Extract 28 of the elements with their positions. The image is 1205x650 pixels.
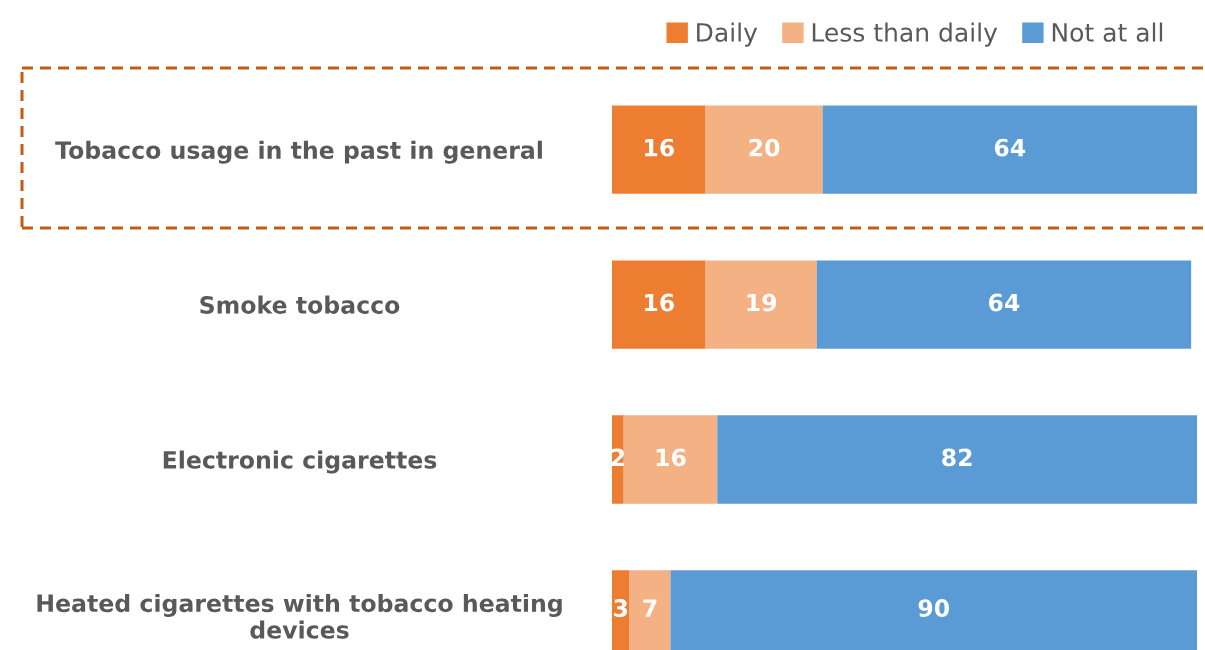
legend-label: Not at all — [1052, 22, 1163, 42]
bar — [612, 105, 706, 194]
data-label: 64 — [988, 293, 1020, 312]
data-label: 2 — [611, 448, 625, 466]
bar — [717, 415, 1197, 504]
legend-label: Daily — [697, 22, 758, 47]
data-label: 16 — [645, 138, 674, 157]
y-tick-label: Smoke tobacco — [200, 295, 400, 314]
data-label: 90 — [918, 599, 950, 617]
y-tick-label: Tobacco usage in the past in general — [55, 140, 542, 164]
bar — [623, 415, 718, 504]
data-label: 7 — [643, 599, 657, 617]
data-label: 64 — [994, 138, 1026, 157]
y-tick-label: Electronic cigarettes — [163, 450, 437, 474]
bar — [612, 415, 624, 504]
data-label: 3 — [614, 599, 628, 617]
bar — [612, 260, 706, 349]
data-label: 16 — [645, 293, 674, 312]
bar — [822, 105, 1197, 194]
data-label: 82 — [942, 448, 972, 467]
y-tick-label: Heated cigarettes with tobacco heating devices — [37, 593, 562, 639]
data-label: 19 — [747, 293, 777, 312]
data-label: 16 — [656, 448, 686, 467]
legend-label: Less than daily — [812, 22, 998, 47]
bar — [816, 260, 1192, 349]
bar — [705, 105, 823, 194]
bar — [705, 260, 817, 349]
data-label: 20 — [749, 138, 780, 157]
